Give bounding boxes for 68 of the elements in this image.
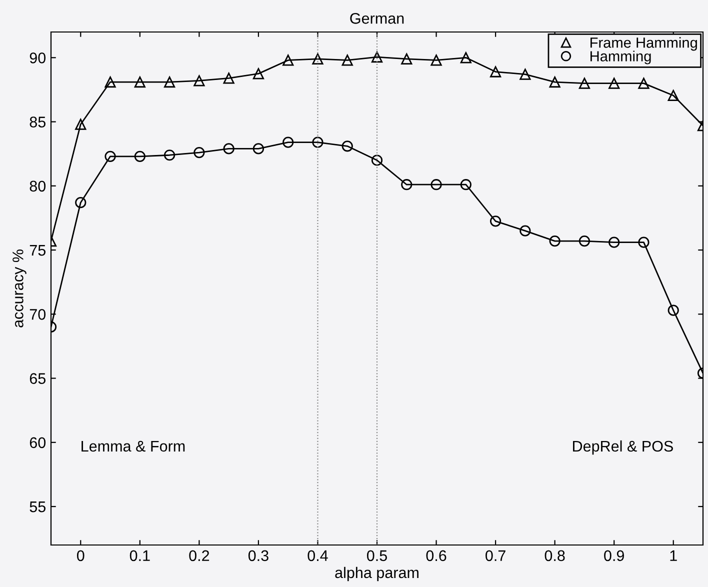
point: [608, 236, 620, 248]
x-tick-label: 1: [670, 550, 677, 561]
point: [134, 150, 146, 162]
point: [252, 143, 264, 154]
point: [104, 76, 116, 88]
point: [401, 179, 412, 190]
point: [312, 53, 324, 64]
point: [223, 143, 234, 154]
x-tick-label: 0.5: [366, 550, 387, 562]
point: [342, 140, 353, 152]
point: [401, 53, 412, 64]
point: [194, 75, 205, 86]
legend-label: Hamming: [590, 50, 651, 64]
point: [638, 236, 650, 248]
y-tick-label: 55: [30, 502, 46, 512]
point: [549, 235, 560, 247]
point: [223, 72, 234, 84]
x-axis-title: alpha param: [335, 566, 418, 582]
x-tick-label: 0.7: [486, 550, 506, 562]
point: [371, 51, 383, 63]
point: [520, 225, 531, 236]
y-tick-label: 85: [30, 116, 46, 128]
x-tick-label: 0.9: [604, 550, 624, 562]
point: [490, 216, 502, 227]
point: [578, 78, 590, 89]
y-tick-label: 60: [30, 437, 46, 448]
y-tick-label: 75: [30, 245, 46, 256]
point: [252, 68, 264, 80]
point: [430, 179, 442, 190]
annotation: DepRel & POS: [573, 440, 673, 455]
y-axis-title: accuracy %: [12, 250, 26, 328]
point: [164, 76, 176, 88]
x-tick-label: 0.8: [544, 550, 565, 562]
x-tick-label: 0: [76, 550, 84, 562]
point: [194, 147, 205, 158]
x-tick-label: 0.3: [248, 550, 268, 562]
chart-title: German: [350, 13, 404, 24]
annotation: Lemma & Form: [82, 440, 185, 452]
point: [282, 54, 294, 66]
point: [371, 154, 383, 166]
point: [638, 78, 650, 89]
point: [608, 78, 620, 89]
point: [490, 66, 502, 78]
y-tick-label: 80: [30, 180, 46, 192]
point: [282, 136, 294, 148]
x-tick-label: 0.4: [308, 550, 328, 562]
point: [342, 54, 353, 66]
y-tick-label: 90: [30, 52, 46, 64]
point: [549, 76, 560, 88]
point: [460, 52, 472, 64]
legend-label: Frame Hamming: [590, 37, 697, 51]
x-tick-label: 0.1: [130, 550, 150, 562]
point: [668, 90, 679, 102]
x-tick-label: 0.2: [189, 550, 210, 562]
point: [520, 68, 531, 80]
point: [75, 197, 86, 208]
point: [75, 118, 86, 130]
point: [578, 235, 590, 247]
point: [460, 179, 472, 190]
y-tick-label: 65: [30, 373, 46, 384]
y-tick-label: 70: [30, 309, 46, 320]
point: [668, 304, 679, 316]
point: [104, 150, 116, 162]
point: [134, 76, 146, 88]
point: [164, 150, 176, 161]
x-tick-label: 0.6: [426, 550, 446, 562]
point: [312, 136, 324, 148]
point: [430, 54, 442, 66]
